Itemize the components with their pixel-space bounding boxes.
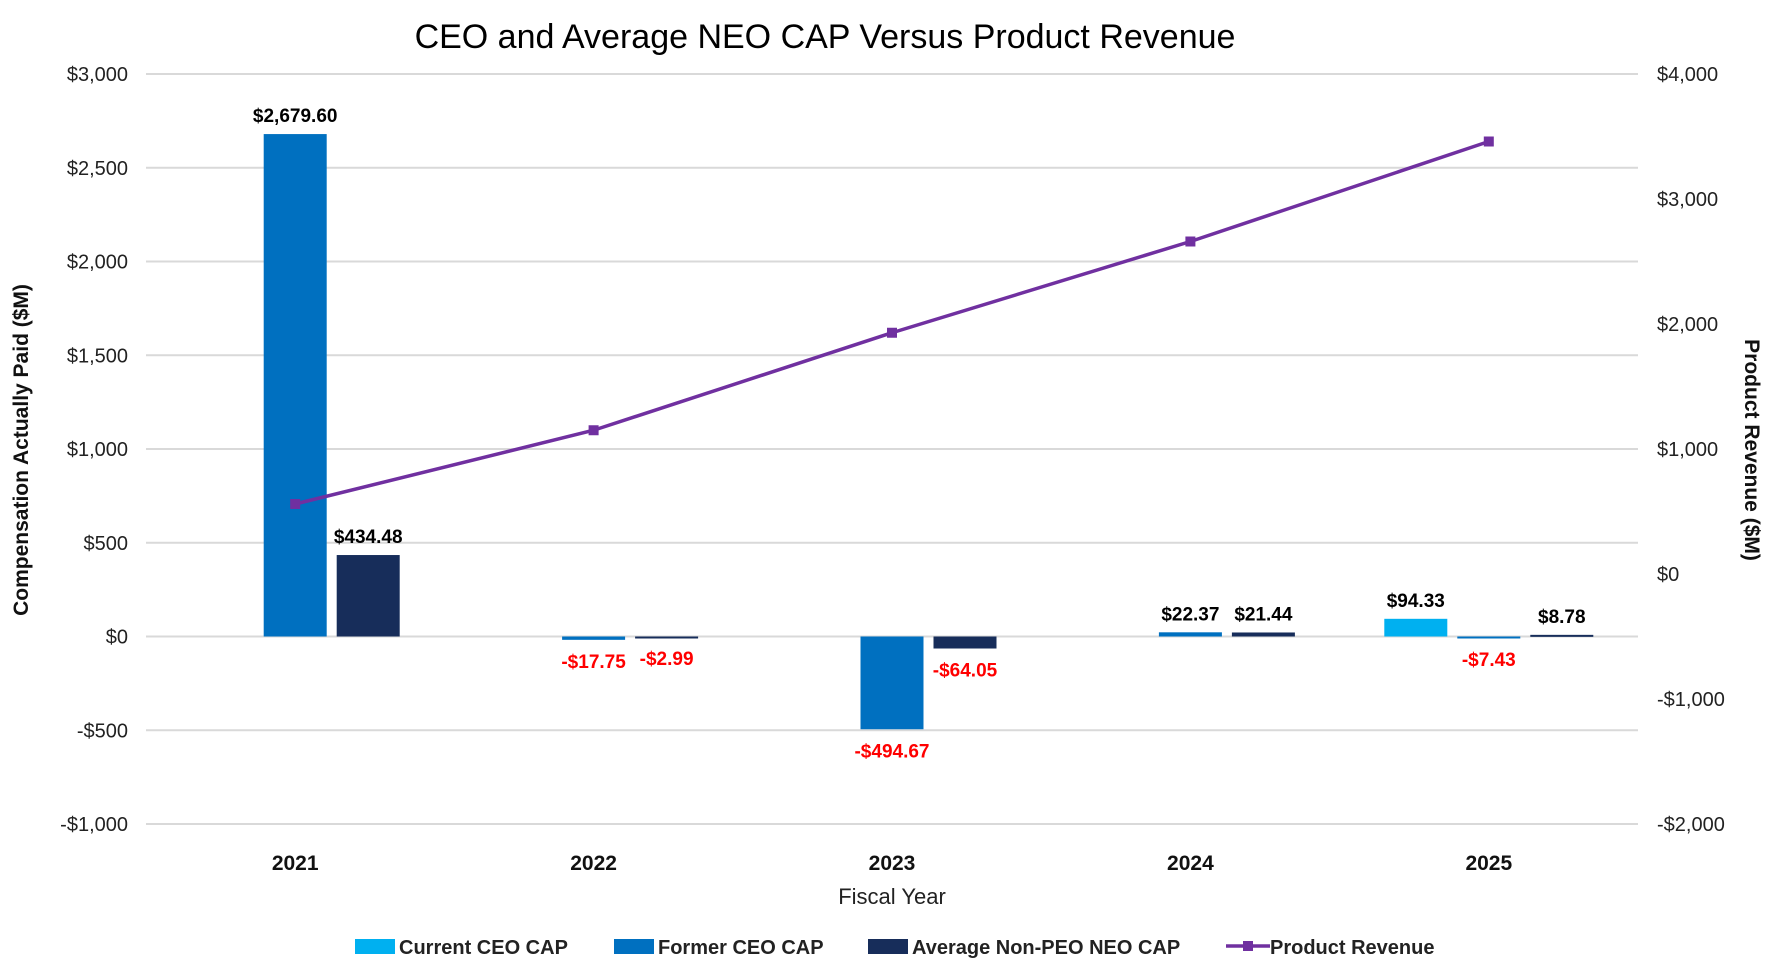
legend-swatch: [614, 939, 654, 954]
bar-average-non-peo-neo-cap-2021: [336, 555, 400, 637]
y-axis-left: -$1,000 -$500 $0 $500 $1,000 $1,500 $2,000 $2,5…: [60, 64, 128, 836]
x-tick-label: 2024: [1167, 852, 1214, 875]
data-label: $94.33: [1387, 591, 1445, 612]
bar-former-ceo-cap-2024: [1158, 632, 1222, 637]
y2-tick-label: $4,000: [1657, 64, 1718, 86]
y-tick-label: $2,500: [67, 158, 128, 180]
y2-tick-label: -$2,000: [1657, 814, 1725, 836]
product-revenue-point-2025: [1483, 136, 1494, 147]
y-tick-label: $1,000: [67, 439, 128, 461]
x-axis-title: Fiscal Year: [838, 884, 946, 909]
y-tick-label: $3,000: [67, 64, 128, 86]
data-label: $22.37: [1161, 604, 1219, 625]
bar-former-ceo-cap-2021: [263, 134, 327, 637]
legend: Current CEO CAP Former CEO CAP Average Non…: [355, 937, 1434, 959]
legend-swatch: [355, 939, 395, 954]
bar-former-ceo-cap-2025: [1457, 636, 1521, 639]
data-label: -$64.05: [933, 661, 998, 682]
y-axis-title: Compensation Actually Paid ($M): [10, 284, 33, 616]
data-label: -$494.67: [854, 741, 929, 762]
data-label: -$7.43: [1462, 650, 1516, 671]
product-revenue-point-2022: [588, 425, 599, 436]
y-axis-right: -$2,000 -$1,000 $0 $1,000 $2,000 $3,000 $4,000: [1657, 64, 1725, 836]
y2-tick-label: $0: [1657, 564, 1679, 586]
y-tick-label: $2,000: [67, 252, 128, 274]
x-tick-label: 2021: [272, 852, 319, 875]
y2-tick-label: $3,000: [1657, 189, 1718, 211]
data-label: $8.78: [1538, 607, 1586, 628]
data-label: -$17.75: [561, 652, 626, 673]
x-axis: 2021 2022 2023 2024 2025: [272, 852, 1513, 875]
y2-axis-title: Product Revenue ($M): [1740, 339, 1763, 561]
x-tick-label: 2022: [570, 852, 617, 875]
x-tick-label: 2025: [1465, 852, 1512, 875]
chart-title: CEO and Average NEO CAP Versus Product R…: [415, 18, 1236, 56]
y2-tick-label: $1,000: [1657, 439, 1718, 461]
legend-label: Current CEO CAP: [399, 937, 568, 959]
legend-label: Former CEO CAP: [658, 937, 824, 959]
data-label: -$2.99: [640, 649, 694, 670]
legend-label: Average Non-PEO NEO CAP: [912, 937, 1180, 959]
bar-average-non-peo-neo-cap-2023: [933, 636, 997, 649]
y-tick-label: $0: [106, 627, 128, 649]
y-tick-label: $500: [84, 533, 129, 555]
bars: [263, 134, 1594, 730]
y-tick-label: $1,500: [67, 345, 128, 367]
product-revenue-point-2024: [1185, 236, 1196, 247]
bar-average-non-peo-neo-cap-2024: [1231, 632, 1295, 637]
legend-label: Product Revenue: [1270, 937, 1434, 959]
y2-tick-label: $2,000: [1657, 314, 1718, 336]
y-tick-label: -$1,000: [60, 814, 128, 836]
product-revenue-line: [290, 136, 1494, 509]
y2-tick-label: -$1,000: [1657, 689, 1725, 711]
x-tick-label: 2023: [869, 852, 916, 875]
bar-former-ceo-cap-2023: [860, 636, 924, 730]
product-revenue-point-2023: [887, 327, 897, 338]
bar-former-ceo-cap-2022: [562, 636, 626, 640]
y-tick-label: -$500: [77, 720, 128, 742]
data-labels: $94.33 $2,679.60 -$17.75 -$494.67 $22.37 -$7.…: [253, 106, 1586, 762]
legend-swatch: [868, 939, 908, 954]
bar-current-ceo-cap-2025: [1384, 618, 1448, 637]
bar-average-non-peo-neo-cap-2025: [1530, 634, 1594, 637]
data-label: $434.48: [334, 527, 403, 548]
product-revenue-point-2021: [290, 499, 301, 509]
bar-average-non-peo-neo-cap-2022: [635, 636, 699, 639]
data-label: $21.44: [1234, 604, 1293, 625]
data-label: $2,679.60: [253, 106, 338, 127]
legend-marker: [1243, 941, 1253, 951]
